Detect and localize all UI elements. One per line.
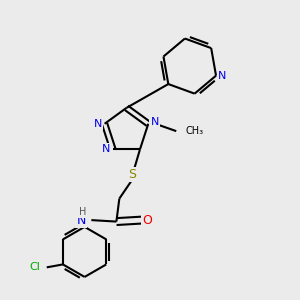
Text: CH₃: CH₃: [186, 126, 204, 136]
Text: H: H: [79, 207, 86, 217]
Text: Cl: Cl: [29, 262, 40, 272]
Text: O: O: [142, 214, 152, 226]
Text: N: N: [77, 214, 86, 226]
Text: N: N: [218, 71, 227, 81]
Text: N: N: [151, 117, 159, 127]
Text: S: S: [129, 168, 136, 181]
Text: N: N: [102, 144, 111, 154]
Text: N: N: [94, 119, 102, 129]
